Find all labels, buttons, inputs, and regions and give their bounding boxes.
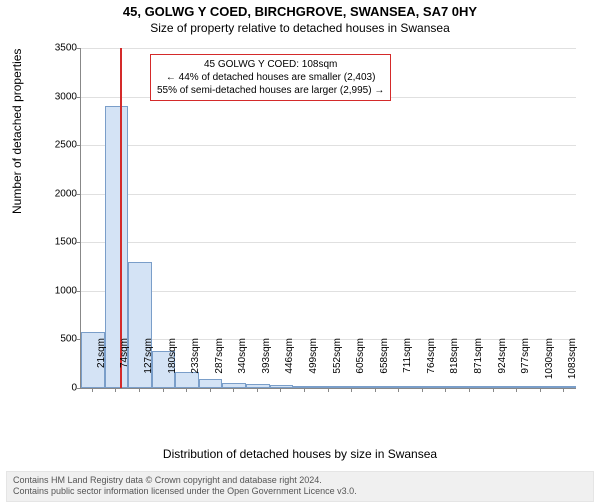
y-tick-label: 2500	[42, 140, 77, 151]
info-line-1: 45 GOLWG Y COED: 108sqm	[157, 58, 384, 71]
x-tick-mark	[186, 388, 187, 392]
x-tick-mark	[304, 388, 305, 392]
x-tick-label: 499sqm	[308, 338, 319, 393]
x-tick-label: 180sqm	[167, 338, 178, 393]
x-tick-mark	[115, 388, 116, 392]
gridline	[81, 242, 576, 243]
x-tick-mark	[163, 388, 164, 392]
x-tick-label: 605sqm	[355, 338, 366, 393]
x-tick-mark	[563, 388, 564, 392]
footer-line-2: Contains public sector information licen…	[13, 486, 587, 498]
x-tick-label: 711sqm	[402, 338, 413, 393]
x-tick-mark	[139, 388, 140, 392]
x-tick-mark	[280, 388, 281, 392]
y-tick-mark	[76, 97, 80, 98]
info-line-2: ← 44% of detached houses are smaller (2,…	[157, 71, 384, 84]
x-tick-label: 871sqm	[473, 338, 484, 393]
footer-line-1: Contains HM Land Registry data © Crown c…	[13, 475, 587, 487]
y-tick-label: 0	[42, 383, 77, 394]
x-tick-mark	[328, 388, 329, 392]
x-tick-mark	[398, 388, 399, 392]
y-tick-mark	[76, 48, 80, 49]
x-tick-mark	[210, 388, 211, 392]
x-tick-mark	[445, 388, 446, 392]
x-tick-label: 127sqm	[143, 338, 154, 393]
gridline	[81, 194, 576, 195]
x-tick-label: 233sqm	[190, 338, 201, 393]
y-tick-mark	[76, 194, 80, 195]
x-tick-mark	[92, 388, 93, 392]
x-tick-label: 74sqm	[119, 338, 130, 393]
y-tick-label: 1500	[42, 237, 77, 248]
y-tick-label: 500	[42, 334, 77, 345]
y-tick-mark	[76, 145, 80, 146]
chart-subtitle: Size of property relative to detached ho…	[0, 21, 600, 35]
x-axis-title: Distribution of detached houses by size …	[0, 447, 600, 461]
y-tick-label: 3500	[42, 43, 77, 54]
x-tick-label: 924sqm	[497, 338, 508, 393]
y-axis-title: Number of detached properties	[10, 49, 24, 214]
y-tick-mark	[76, 388, 80, 389]
x-tick-mark	[257, 388, 258, 392]
y-tick-mark	[76, 339, 80, 340]
x-tick-label: 340sqm	[237, 338, 248, 393]
gridline	[81, 48, 576, 49]
x-tick-mark	[351, 388, 352, 392]
chart-title: 45, GOLWG Y COED, BIRCHGROVE, SWANSEA, S…	[0, 4, 600, 19]
x-tick-label: 393sqm	[261, 338, 272, 393]
y-tick-label: 1000	[42, 285, 77, 296]
x-tick-label: 21sqm	[96, 338, 107, 393]
x-tick-mark	[233, 388, 234, 392]
y-tick-label: 3000	[42, 91, 77, 102]
x-tick-label: 977sqm	[520, 338, 531, 393]
x-tick-mark	[375, 388, 376, 392]
y-tick-label: 2000	[42, 188, 77, 199]
x-tick-label: 287sqm	[214, 338, 225, 393]
x-tick-mark	[422, 388, 423, 392]
x-tick-mark	[540, 388, 541, 392]
x-tick-mark	[493, 388, 494, 392]
chart-area: 0500100015002000250030003500 21sqm74sqm1…	[55, 48, 575, 418]
x-tick-mark	[469, 388, 470, 392]
info-box: 45 GOLWG Y COED: 108sqm ← 44% of detache…	[150, 54, 391, 101]
info-line-3: 55% of semi-detached houses are larger (…	[157, 84, 384, 97]
x-tick-label: 1083sqm	[567, 338, 578, 393]
x-tick-label: 1030sqm	[544, 338, 555, 393]
x-tick-label: 818sqm	[449, 338, 460, 393]
x-tick-label: 552sqm	[332, 338, 343, 393]
x-tick-label: 446sqm	[284, 338, 295, 393]
gridline	[81, 145, 576, 146]
marker-line	[120, 48, 122, 388]
x-tick-label: 764sqm	[426, 338, 437, 393]
y-tick-mark	[76, 242, 80, 243]
x-tick-mark	[516, 388, 517, 392]
x-tick-label: 658sqm	[379, 338, 390, 393]
gridline	[81, 291, 576, 292]
footer: Contains HM Land Registry data © Crown c…	[6, 471, 594, 502]
y-tick-mark	[76, 291, 80, 292]
